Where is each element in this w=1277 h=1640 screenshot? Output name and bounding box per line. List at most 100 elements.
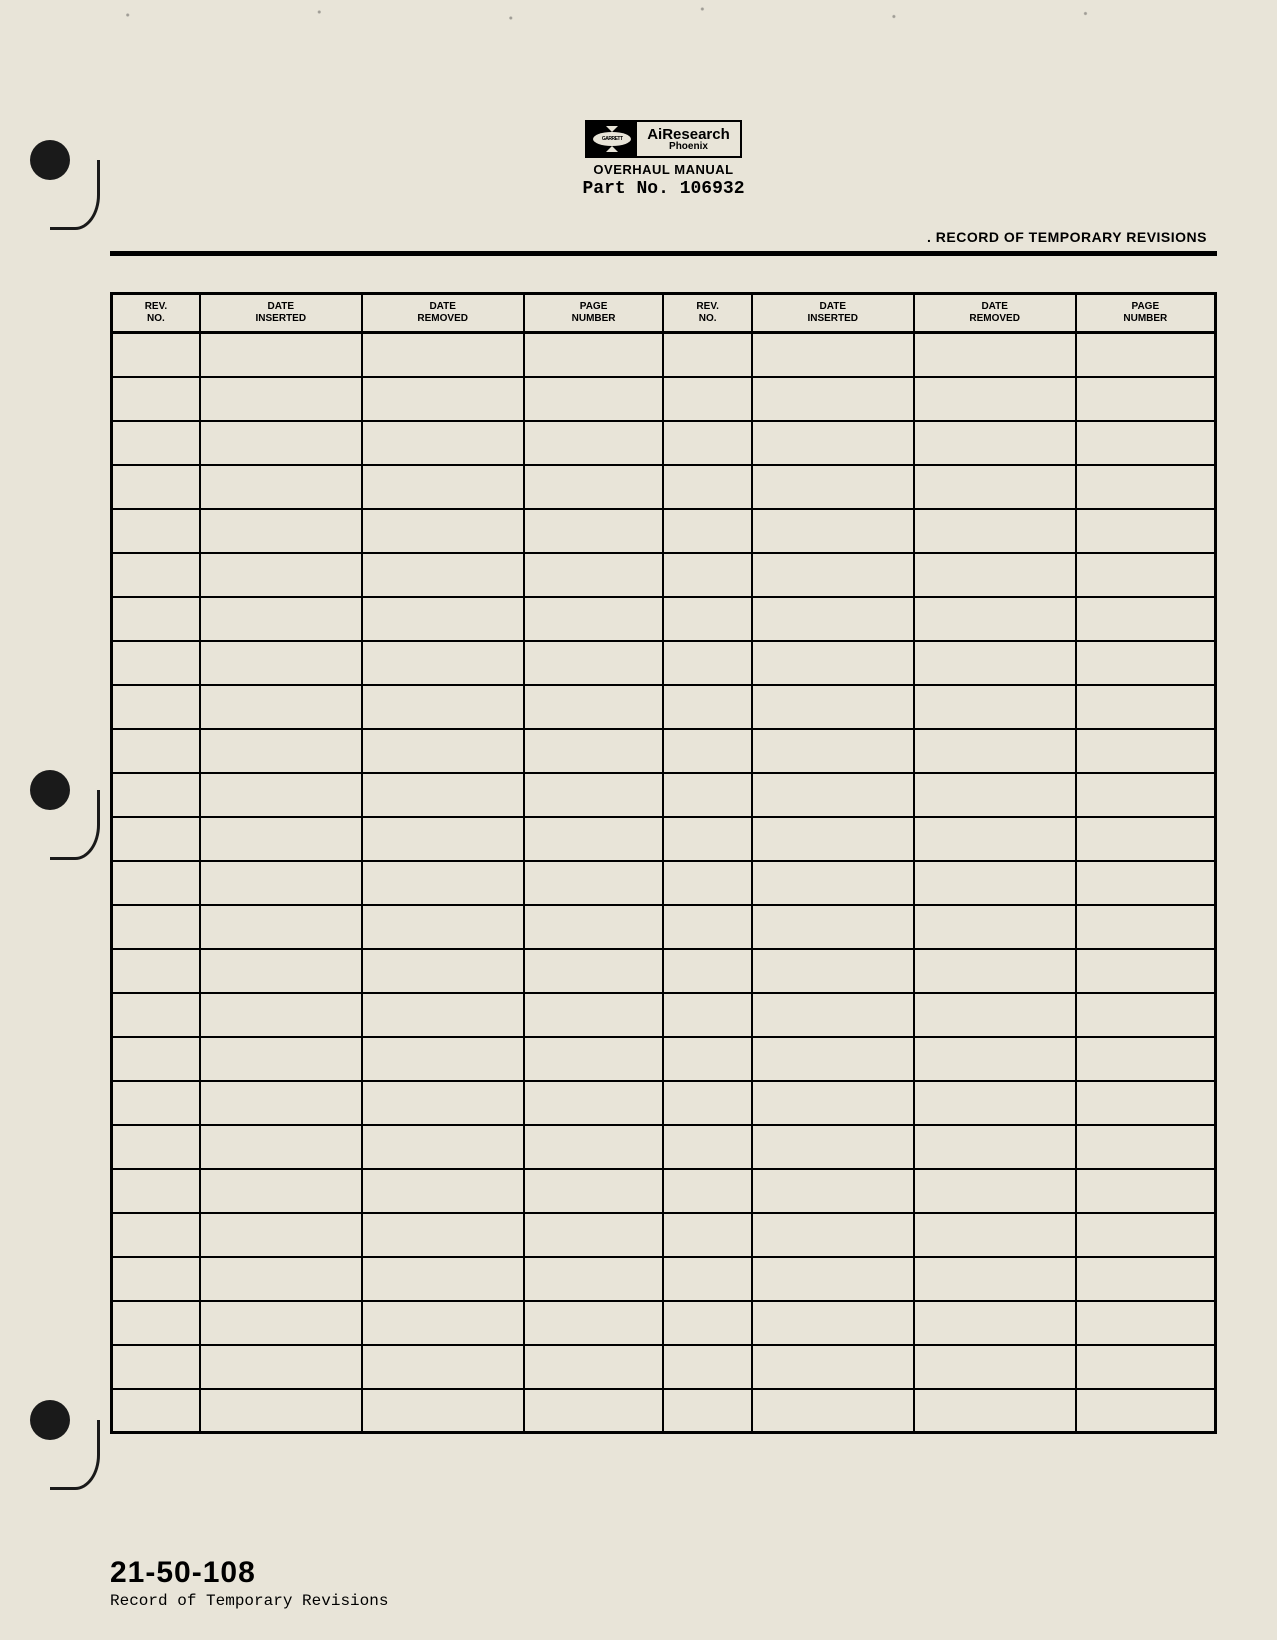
- table-cell: [914, 333, 1076, 377]
- table-cell: [524, 597, 664, 641]
- table-cell: [524, 685, 664, 729]
- table-cell: [200, 1037, 362, 1081]
- table-cell: [663, 1213, 751, 1257]
- table-row: [112, 1257, 1216, 1301]
- col-date-inserted: DATEINSERTED: [200, 294, 362, 333]
- table-cell: [663, 509, 751, 553]
- table-cell: [914, 1345, 1076, 1389]
- table-cell: [112, 949, 200, 993]
- table-row: [112, 1125, 1216, 1169]
- table-cell: [663, 1257, 751, 1301]
- table-cell: [200, 465, 362, 509]
- table-cell: [914, 421, 1076, 465]
- table-cell: [663, 421, 751, 465]
- table-cell: [914, 905, 1076, 949]
- table-cell: [362, 905, 524, 949]
- table-cell: [362, 421, 524, 465]
- table-cell: [200, 729, 362, 773]
- table-cell: [112, 553, 200, 597]
- table-cell: [524, 465, 664, 509]
- col-page-number: PAGENUMBER: [524, 294, 664, 333]
- table-cell: [752, 817, 914, 861]
- table-row: [112, 333, 1216, 377]
- table-row: [112, 1345, 1216, 1389]
- table-cell: [524, 1169, 664, 1213]
- table-cell: [362, 1037, 524, 1081]
- table-cell: [914, 1169, 1076, 1213]
- table-cell: [663, 949, 751, 993]
- manual-type: OVERHAUL MANUAL: [593, 162, 733, 177]
- table-cell: [914, 773, 1076, 817]
- table-cell: [112, 377, 200, 421]
- table-cell: [914, 1389, 1076, 1433]
- table-cell: [362, 1345, 524, 1389]
- table-cell: [524, 1389, 664, 1433]
- table-cell: [112, 421, 200, 465]
- table-row: [112, 729, 1216, 773]
- table-cell: [914, 1213, 1076, 1257]
- table-body: [112, 333, 1216, 1433]
- table-cell: [1076, 421, 1216, 465]
- table-cell: [1076, 1389, 1216, 1433]
- table-cell: [752, 641, 914, 685]
- table-cell: [200, 333, 362, 377]
- table-cell: [1076, 1301, 1216, 1345]
- table-cell: [362, 993, 524, 1037]
- table-cell: [112, 993, 200, 1037]
- col-date-removed: DATEREMOVED: [362, 294, 524, 333]
- table-cell: [1076, 1037, 1216, 1081]
- table-cell: [752, 1081, 914, 1125]
- table-cell: [752, 1345, 914, 1389]
- horizontal-rule: [110, 251, 1217, 256]
- table-cell: [752, 1257, 914, 1301]
- table-row: [112, 993, 1216, 1037]
- table-cell: [1076, 1213, 1216, 1257]
- document-number: 21-50-108: [110, 1556, 388, 1590]
- table-cell: [362, 949, 524, 993]
- table-cell: [200, 1169, 362, 1213]
- table-cell: [1076, 685, 1216, 729]
- table-cell: [362, 553, 524, 597]
- table-cell: [362, 333, 524, 377]
- table-cell: [200, 817, 362, 861]
- table-cell: [112, 1257, 200, 1301]
- table-row: [112, 1169, 1216, 1213]
- table-header-row: REV.NO. DATEINSERTED DATEREMOVED PAGENUM…: [112, 294, 1216, 333]
- logo-text-block: AiResearch Phoenix: [637, 122, 740, 156]
- table-cell: [200, 861, 362, 905]
- col-page-number: PAGENUMBER: [1076, 294, 1216, 333]
- page-container: GARRETT AiResearch Phoenix OVERHAUL MANU…: [0, 0, 1277, 1640]
- table-cell: [752, 993, 914, 1037]
- table-cell: [362, 641, 524, 685]
- table-cell: [663, 685, 751, 729]
- table-cell: [663, 729, 751, 773]
- table-cell: [752, 509, 914, 553]
- table-row: [112, 861, 1216, 905]
- table-cell: [663, 993, 751, 1037]
- table-cell: [663, 1389, 751, 1433]
- table-cell: [524, 1037, 664, 1081]
- table-cell: [1076, 861, 1216, 905]
- table-cell: [524, 817, 664, 861]
- table-cell: [524, 1213, 664, 1257]
- table-cell: [112, 641, 200, 685]
- table-cell: [1076, 1345, 1216, 1389]
- table-cell: [200, 1081, 362, 1125]
- table-cell: [914, 1257, 1076, 1301]
- table-cell: [752, 553, 914, 597]
- table-cell: [112, 1037, 200, 1081]
- table-cell: [112, 685, 200, 729]
- table-row: [112, 1081, 1216, 1125]
- table-cell: [524, 1301, 664, 1345]
- table-cell: [112, 1169, 200, 1213]
- document-header: GARRETT AiResearch Phoenix OVERHAUL MANU…: [110, 120, 1217, 199]
- table-row: [112, 773, 1216, 817]
- table-cell: [1076, 553, 1216, 597]
- table-cell: [112, 1125, 200, 1169]
- table-cell: [362, 509, 524, 553]
- table-cell: [752, 377, 914, 421]
- table-cell: [112, 1301, 200, 1345]
- table-cell: [362, 1257, 524, 1301]
- table-cell: [200, 509, 362, 553]
- table-cell: [524, 421, 664, 465]
